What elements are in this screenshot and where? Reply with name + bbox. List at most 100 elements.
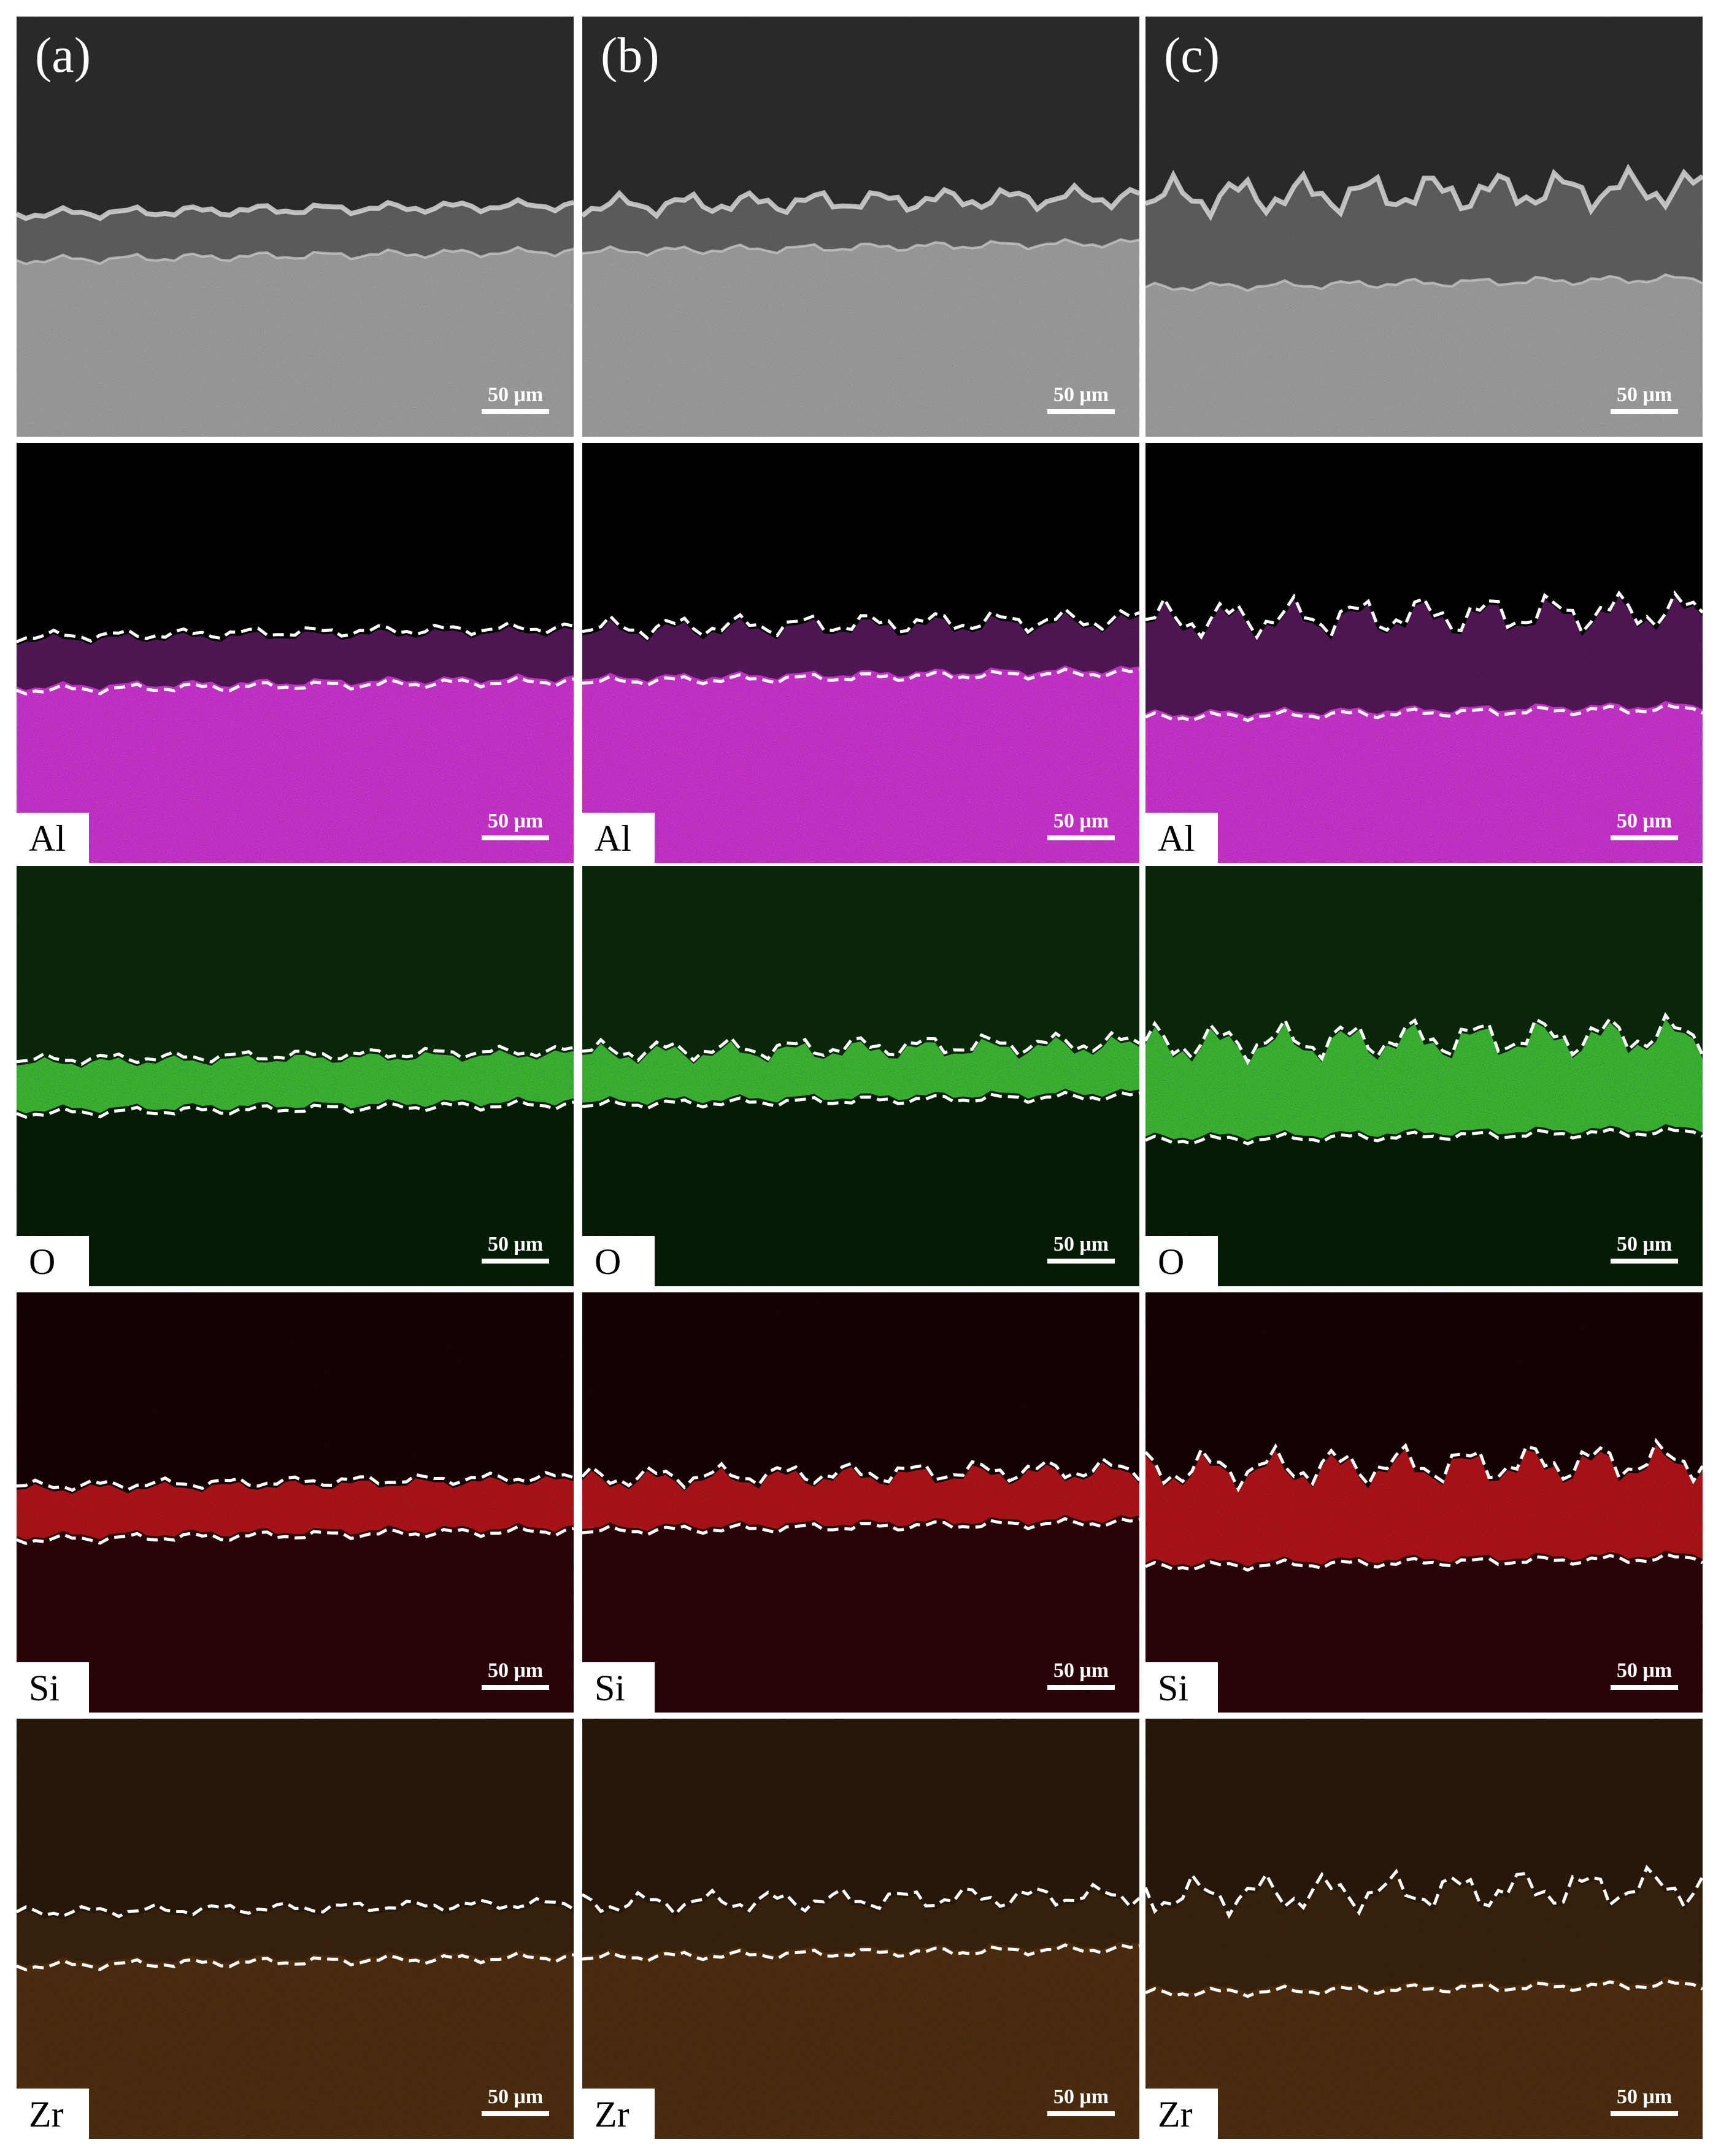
dashed-boundary xyxy=(17,1897,574,1919)
scale-bar-label: 50 μm xyxy=(1617,2085,1672,2108)
interface-edge xyxy=(582,237,1139,257)
panel-label: (a) xyxy=(35,27,91,83)
scale-bar-label: 50 μm xyxy=(488,383,543,406)
scale-bar-label: 50 μm xyxy=(1617,1659,1672,1682)
micrograph xyxy=(582,866,1139,1286)
panel: 50 μm Al xyxy=(582,443,1139,863)
surface-edge xyxy=(1145,163,1703,221)
dashed-boundary xyxy=(582,1882,1139,1917)
dashed-boundary xyxy=(17,1099,574,1119)
panel: 50 μm Si xyxy=(1145,1292,1703,1713)
texture xyxy=(582,443,1139,863)
scale-bar-label: 50 μm xyxy=(1053,2085,1109,2108)
dashed-boundary xyxy=(17,1525,574,1545)
panel: 50 μm Al xyxy=(1145,443,1703,863)
dashed-boundary xyxy=(582,1030,1139,1063)
dashed-boundary xyxy=(17,675,574,696)
dashed-boundary xyxy=(1145,1438,1703,1493)
element-label-box xyxy=(1145,1236,1218,1286)
panel: 50 μm O xyxy=(582,866,1139,1286)
scale-bar xyxy=(1611,835,1678,840)
dashed-boundary xyxy=(1145,1126,1703,1146)
panel: 50 μm Si xyxy=(582,1292,1139,1713)
micrograph xyxy=(1145,866,1703,1286)
element-label: Si xyxy=(595,1668,625,1708)
element-label-box xyxy=(582,813,655,863)
texture xyxy=(17,443,574,863)
dashed-boundary xyxy=(17,1951,574,1971)
scale-bar-label: 50 μm xyxy=(1617,1233,1672,1256)
texture xyxy=(1145,443,1703,863)
scale-bar-label: 50 μm xyxy=(1053,810,1109,832)
texture xyxy=(17,1719,574,2139)
element-label: Zr xyxy=(595,2094,629,2135)
dashed-boundary xyxy=(582,607,1139,640)
interface-edge xyxy=(1145,273,1703,292)
element-label: Al xyxy=(29,818,66,859)
texture xyxy=(17,866,574,1286)
scale-bar xyxy=(1047,835,1115,840)
micrograph xyxy=(1145,1292,1703,1713)
dashed-boundary xyxy=(1145,1012,1703,1066)
panel: 50 μm (a) xyxy=(17,17,574,437)
scale-bar xyxy=(482,835,549,840)
dashed-boundary xyxy=(17,1471,574,1492)
surface-edge xyxy=(582,182,1139,220)
element-label: Zr xyxy=(1158,2094,1193,2135)
dashed-boundary xyxy=(1145,1865,1703,1919)
element-label-box xyxy=(582,2089,655,2139)
texture xyxy=(1145,1719,1703,2139)
scale-bar xyxy=(1611,1259,1678,1264)
element-label: Al xyxy=(1158,818,1195,859)
element-label: Al xyxy=(595,818,631,859)
dashed-boundary xyxy=(17,621,574,643)
micrograph xyxy=(1145,17,1703,437)
micrograph xyxy=(1145,1719,1703,2139)
scale-bar xyxy=(482,1685,549,1690)
scale-bar xyxy=(482,2111,549,2116)
micrograph xyxy=(17,1719,574,2139)
dashed-boundary xyxy=(582,1456,1139,1490)
micrograph xyxy=(17,17,574,437)
micrograph xyxy=(17,443,574,863)
panel: 50 μm O xyxy=(1145,866,1703,1286)
dashed-boundary xyxy=(582,1943,1139,1963)
panel-label: (b) xyxy=(601,27,660,83)
dashed-boundary xyxy=(17,1045,574,1066)
dashed-boundary xyxy=(1145,590,1703,641)
texture xyxy=(582,17,1139,437)
scale-bar-label: 50 μm xyxy=(1053,1659,1109,1682)
texture xyxy=(17,1292,574,1713)
scale-bar xyxy=(1047,409,1115,414)
interface-edge xyxy=(17,245,574,266)
panel: 50 μm Zr xyxy=(1145,1719,1703,2139)
scale-bar xyxy=(1047,2111,1115,2116)
scale-bar-label: 50 μm xyxy=(488,1659,543,1682)
scale-bar-label: 50 μm xyxy=(1617,383,1672,406)
panel: 50 μm (b) xyxy=(582,17,1139,437)
surface-edge xyxy=(17,197,574,221)
element-label: Zr xyxy=(29,2094,64,2135)
element-label-box xyxy=(17,1662,89,1713)
micrograph xyxy=(582,1292,1139,1713)
element-label-box xyxy=(17,813,89,863)
dashed-boundary xyxy=(582,1517,1139,1536)
micrograph xyxy=(582,443,1139,863)
micrograph xyxy=(17,866,574,1286)
scale-bar-label: 50 μm xyxy=(1617,810,1672,832)
micrograph xyxy=(582,1719,1139,2139)
dashed-boundary xyxy=(582,1091,1139,1110)
micrograph xyxy=(1145,443,1703,863)
micrograph xyxy=(17,1292,574,1713)
panel: 50 μm Al xyxy=(17,443,574,863)
scale-bar-label: 50 μm xyxy=(488,2085,543,2108)
scale-bar xyxy=(482,1259,549,1264)
scale-bar xyxy=(1611,1685,1678,1690)
texture xyxy=(582,866,1139,1286)
scale-bar xyxy=(1611,409,1678,414)
texture xyxy=(1145,1292,1703,1713)
element-label-box xyxy=(582,1236,655,1286)
element-label: O xyxy=(595,1241,621,1282)
